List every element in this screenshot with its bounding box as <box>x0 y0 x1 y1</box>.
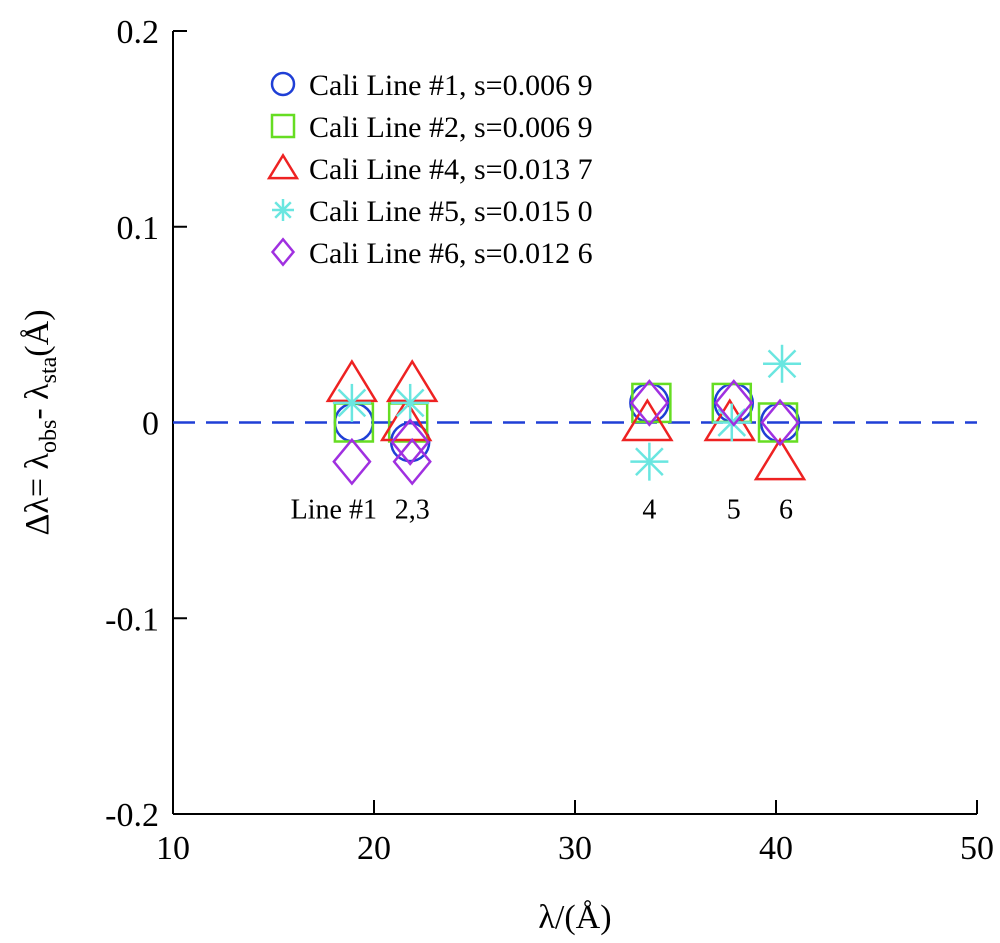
data-point-diamond <box>714 379 754 427</box>
line-annotation: 5 <box>727 494 741 525</box>
data-marks <box>325 344 807 486</box>
data-point-asterisk <box>332 383 371 422</box>
line-annotation: 4 <box>642 494 656 525</box>
x-tick-label: 50 <box>960 830 994 867</box>
legend-item: Cali Line #4, s=0.013 7 <box>266 152 593 186</box>
ticks: 10 20 30 40 50 -0.2 -0.1 0 0.1 0.2 <box>105 14 994 867</box>
legend-marker-diamond <box>270 237 296 267</box>
data-point-triangle <box>385 359 439 403</box>
data-point-triangle <box>753 437 807 481</box>
legend-marker-triangle <box>266 152 300 180</box>
data-point-diamond <box>332 437 372 486</box>
legend-item: Cali Line #2, s=0.006 9 <box>270 111 593 144</box>
series-2 <box>333 382 799 443</box>
x-tick-label: 40 <box>759 830 793 867</box>
x-tick-label: 10 <box>156 830 190 867</box>
y-tick-label: 0 <box>142 406 159 443</box>
y-axis-title-sub2: sta <box>36 356 62 383</box>
legend-item: Cali Line #5, s=0.015 0 <box>272 195 593 228</box>
data-point-asterisk <box>391 383 430 422</box>
data-point-diamond <box>390 418 430 466</box>
legend-item: Cali Line #6, s=0.012 6 <box>270 237 593 270</box>
y-axis-title-prefix: Δλ= λ <box>19 452 56 535</box>
legend-label: Cali Line #4, s=0.013 7 <box>309 153 593 186</box>
legend-label: Cali Line #1, s=0.006 9 <box>309 69 593 102</box>
series-5 <box>332 379 800 486</box>
line-annotation: 2,3 <box>395 494 430 525</box>
x-tick-label: 20 <box>357 830 391 867</box>
y-tick-label: -0.1 <box>105 601 159 638</box>
data-point-diamond <box>392 437 432 486</box>
y-axis-title-sub1: obs <box>36 420 62 453</box>
data-point-triangle <box>621 398 674 442</box>
legend-marker-square <box>270 113 296 139</box>
x-axis-title: λ/(Å) <box>538 899 611 936</box>
y-axis-title-suffix: (Å) <box>19 309 56 356</box>
legend-marker-circle <box>270 71 296 97</box>
y-tick-label: 0.1 <box>117 210 160 247</box>
legend-label: Cali Line #6, s=0.012 6 <box>309 237 593 270</box>
y-tick-label: -0.2 <box>105 797 159 834</box>
y-tick-label: 0.2 <box>117 14 160 51</box>
line-annotation: 6 <box>779 494 793 525</box>
data-point-triangle <box>703 398 757 442</box>
legend-label: Cali Line #2, s=0.006 9 <box>309 111 593 144</box>
x-tick-label: 30 <box>558 830 592 867</box>
legend-marker-asterisk <box>272 199 294 221</box>
legend-item: Cali Line #1, s=0.006 9 <box>270 69 593 102</box>
legend: Cali Line #1, s=0.006 9 Cali Line #2, s=0… <box>266 69 593 270</box>
data-point-asterisk <box>763 344 802 383</box>
data-point-diamond <box>760 398 800 447</box>
data-point-asterisk <box>630 442 669 481</box>
data-point-triangle <box>379 398 433 442</box>
y-axis-title: Δλ= λobs- λsta(Å) <box>19 309 62 535</box>
data-point-diamond <box>629 379 670 427</box>
line-annotation: Line #1 <box>291 494 377 525</box>
legend-label: Cali Line #5, s=0.015 0 <box>309 195 593 228</box>
annotations: Line #1 2,3 4 5 6 <box>291 494 793 525</box>
y-axis-title-mid: - λ <box>19 383 56 420</box>
